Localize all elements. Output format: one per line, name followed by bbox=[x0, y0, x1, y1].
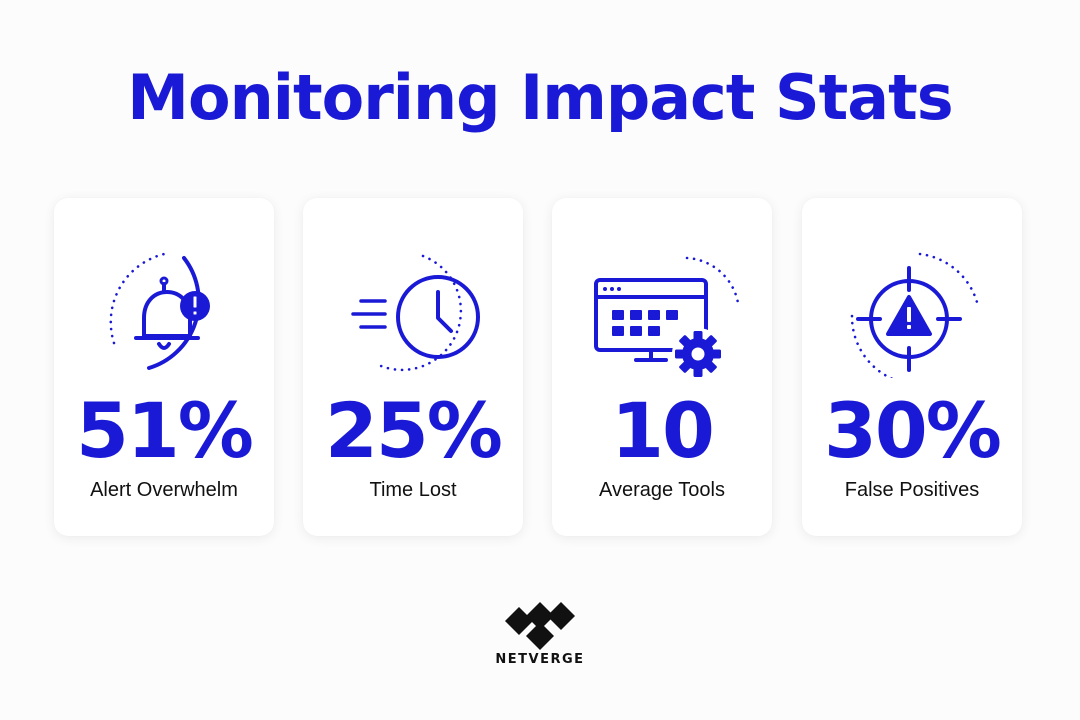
stat-card-average-tools: 10 Average Tools bbox=[552, 198, 772, 536]
stat-card-false-positives: 30% False Positives bbox=[802, 198, 1022, 536]
stat-label: Time Lost bbox=[369, 479, 457, 501]
stat-label: False Positives bbox=[844, 479, 980, 501]
stat-label: Alert Overwhelm bbox=[90, 479, 238, 501]
stat-value: 30% bbox=[824, 386, 1002, 475]
stat-card-alert-overwhelm: 51% Alert Overwhelm bbox=[54, 198, 274, 536]
monitor-gear-icon bbox=[572, 218, 752, 378]
target-warning-icon bbox=[822, 218, 1002, 378]
page-title: Monitoring Impact Stats bbox=[127, 61, 953, 134]
logo-text: NETVERGE bbox=[495, 652, 585, 667]
stat-value: 10 bbox=[611, 386, 715, 475]
stat-value: 25% bbox=[325, 386, 503, 475]
bell-alert-icon bbox=[74, 218, 254, 378]
netverge-logo: NETVERGE bbox=[490, 600, 590, 680]
netverge-logo-icon bbox=[505, 602, 575, 650]
stat-label: Average Tools bbox=[598, 479, 725, 501]
fast-clock-icon bbox=[323, 218, 503, 378]
stat-card-time-lost: 25% Time Lost bbox=[303, 198, 523, 536]
stat-value: 51% bbox=[76, 386, 254, 475]
